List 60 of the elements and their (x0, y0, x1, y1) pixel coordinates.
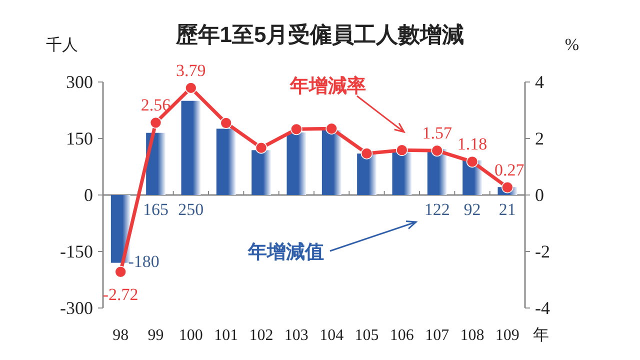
point (466, 156, 478, 168)
point (502, 181, 514, 194)
x-tick-label: 101 (214, 327, 238, 344)
point (150, 116, 162, 129)
x-tick-label: 99 (148, 327, 164, 344)
data-label: 3.79 (176, 60, 206, 80)
bar (181, 100, 201, 195)
point (255, 142, 268, 154)
bar (252, 150, 271, 195)
bar (392, 152, 412, 195)
y-tick-label: -150 (60, 242, 93, 262)
x-tick-label: 106 (390, 327, 414, 344)
point (431, 144, 443, 157)
data-label: 1.57 (422, 124, 452, 143)
y-tick-label: 150 (66, 128, 93, 148)
x-tick-label: 104 (320, 327, 344, 344)
y-tick-label: 0 (84, 185, 93, 205)
point (360, 148, 373, 160)
y-tick-label: 300 (66, 72, 93, 92)
y2-tick-label: 4 (535, 72, 544, 92)
point (326, 122, 338, 135)
data-label: -2.72 (102, 284, 138, 304)
chart-title: 歷年1至5月受僱員工人數增減 (174, 22, 464, 47)
point (185, 82, 197, 94)
data-label: -180 (128, 252, 160, 271)
bar (146, 132, 166, 195)
bar (357, 154, 376, 195)
bar (110, 195, 130, 263)
data-label: 1.18 (457, 134, 488, 154)
data-label: 165 (143, 200, 168, 219)
x-tick-label: 98 (112, 327, 129, 344)
y2-tick-label: 0 (535, 185, 544, 205)
point (220, 117, 232, 129)
y-axis-title: 千人 (46, 36, 78, 54)
x-tick-label: 107 (425, 327, 450, 344)
y2-axis-title: % (564, 35, 580, 54)
point (114, 266, 126, 278)
y2-tick-label: 2 (535, 128, 544, 148)
y-tick-label: -300 (60, 298, 93, 318)
x-tick-label: 103 (284, 327, 308, 344)
x-tick-label: 105 (354, 327, 379, 344)
annotation: 年增減率 (289, 75, 366, 97)
x-tick-label: 100 (178, 327, 203, 344)
bar (286, 132, 306, 195)
data-label: 0.27 (494, 160, 525, 180)
x-tick-label: 108 (460, 327, 484, 344)
data-label: 122 (424, 200, 450, 219)
x-tick-label: 109 (495, 327, 520, 344)
x-axis-title: 年 (533, 327, 549, 344)
y2-tick-label: -2 (535, 242, 550, 262)
data-label: 92 (464, 200, 481, 219)
point (396, 144, 408, 156)
point (290, 123, 302, 136)
x-tick-label: 102 (249, 327, 274, 344)
bar (216, 128, 236, 195)
annotation: 年增減值 (247, 241, 324, 263)
data-label: 250 (178, 200, 204, 219)
data-label: 21 (498, 200, 516, 219)
bar (322, 130, 342, 195)
y2-tick-label: -4 (535, 298, 550, 318)
